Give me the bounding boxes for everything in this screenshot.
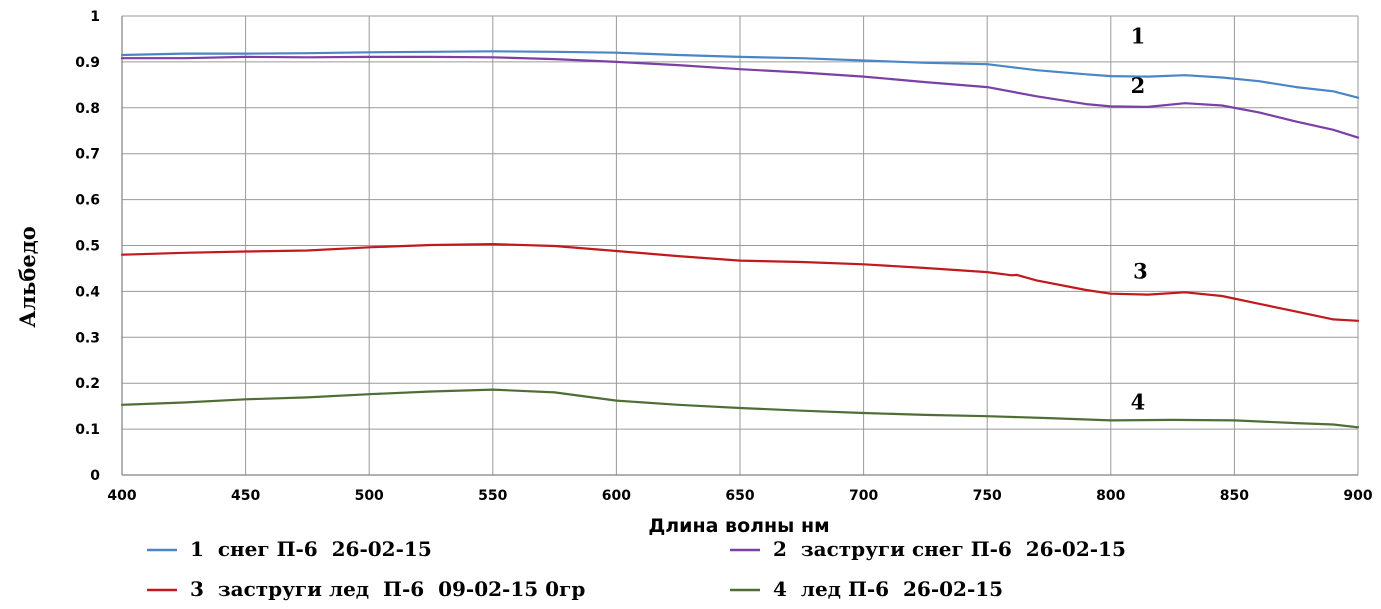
- legend: 1 снег П-6 26-02-15 2 заструги снег П-6 2…: [147, 537, 1126, 601]
- legend-label: 1 снег П-6 26-02-15: [190, 537, 432, 561]
- x-tick-label: 800: [1096, 488, 1125, 504]
- y-tick-label: 0.3: [75, 330, 100, 346]
- series-line-4: [120, 388, 1360, 429]
- curve-label-4: 4: [1131, 389, 1146, 414]
- x-tick-label: 500: [355, 488, 384, 504]
- gridlines: [122, 15, 1359, 475]
- curve-label-3: 3: [1133, 259, 1148, 284]
- x-tick-labels: 400 450 500 550 600 650 700 750 800 850 900: [107, 488, 1372, 504]
- x-tick-label: 450: [231, 488, 260, 504]
- x-tick-label: 850: [1220, 488, 1249, 504]
- x-tick-label: 600: [602, 488, 631, 504]
- x-tick-label: 900: [1343, 488, 1372, 504]
- series-line-2: [120, 55, 1360, 139]
- y-tick-label: 0.1: [75, 422, 100, 438]
- curve-label-1: 1: [1131, 24, 1146, 49]
- y-axis-label: Альбедо: [15, 226, 40, 328]
- x-axis-label: Длина волны нм: [648, 515, 829, 537]
- y-tick-label: 0.9: [75, 55, 100, 71]
- x-tick-label: 550: [478, 488, 507, 504]
- x-tick-label: 400: [107, 488, 136, 504]
- axes: [121, 16, 1358, 476]
- legend-item-2: 2 заструги снег П-6 26-02-15: [730, 537, 1126, 561]
- y-tick-labels: 0 0.1 0.2 0.3 0.4 0.5 0.6 0.7 0.8 0.9 1: [75, 9, 100, 484]
- legend-item-4: 4 лед П-6 26-02-15: [730, 577, 1003, 601]
- x-tick-label: 750: [973, 488, 1002, 504]
- y-tick-label: 0.8: [75, 101, 100, 117]
- y-tick-label: 0.2: [75, 376, 100, 392]
- legend-item-3: 3 заструги лед П-6 09-02-15 0гр: [147, 577, 585, 601]
- y-tick-label: 0.5: [75, 239, 100, 255]
- series-line-1: [120, 50, 1360, 99]
- legend-label: 4 лед П-6 26-02-15: [773, 577, 1003, 601]
- curve-label-2: 2: [1131, 73, 1146, 98]
- y-tick-label: 0.6: [75, 193, 100, 209]
- y-tick-label: 0: [90, 468, 100, 484]
- y-tick-label: 0.7: [75, 147, 100, 163]
- x-tick-label: 650: [725, 488, 754, 504]
- legend-label: 3 заструги лед П-6 09-02-15 0гр: [190, 577, 585, 601]
- legend-item-1: 1 снег П-6 26-02-15: [147, 537, 432, 561]
- series-line-3: [120, 243, 1360, 322]
- series-lines: [120, 50, 1360, 429]
- y-tick-label: 1: [90, 9, 100, 25]
- legend-label: 2 заструги снег П-6 26-02-15: [773, 537, 1126, 561]
- x-tick-label: 700: [849, 488, 878, 504]
- curve-labels: 1 2 3 4: [1131, 24, 1148, 415]
- y-tick-label: 0.4: [75, 284, 100, 300]
